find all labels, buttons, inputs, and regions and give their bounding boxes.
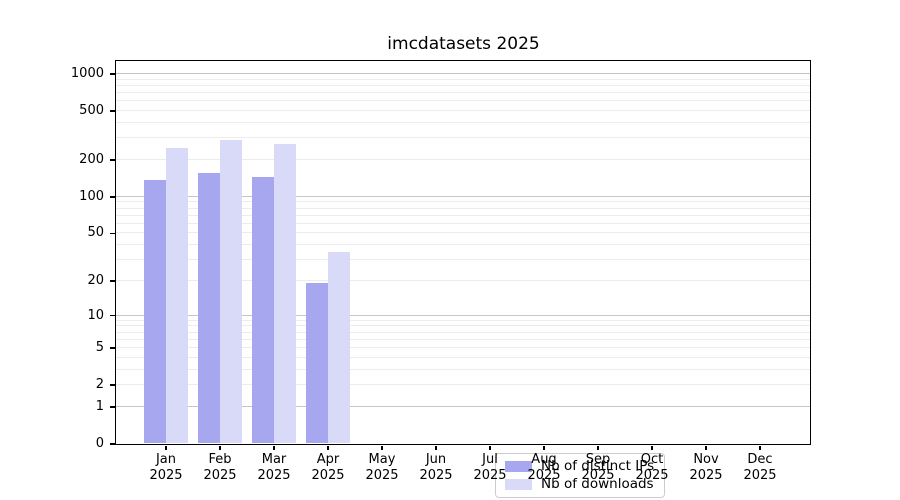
- y-axis-tick-label: 100: [79, 188, 104, 204]
- x-axis-tick-label: Feb 2025: [203, 452, 237, 483]
- x-axis-tick-mark: [543, 445, 545, 450]
- bar-nb-of-downloads-feb: [219, 139, 242, 444]
- legend-item: Nb of distinct IPs: [505, 458, 655, 474]
- x-axis-tick-label: Sep 2025: [581, 452, 615, 483]
- x-axis-tick-label: May 2025: [365, 452, 399, 483]
- x-axis-tick-mark: [165, 445, 167, 450]
- y-axis-tick-label: 10: [87, 307, 104, 323]
- gridline-minor: [116, 331, 810, 333]
- y-axis-tick-mark: [109, 159, 116, 161]
- y-axis-tick-mark: [109, 443, 116, 445]
- gridline-minor: [116, 214, 810, 216]
- y-axis-tick-label: 0: [95, 436, 104, 451]
- gridline-minor: [116, 232, 810, 234]
- y-axis-tick-label: 500: [79, 103, 104, 119]
- y-axis-tick-mark: [109, 314, 116, 317]
- gridline-major: [116, 195, 810, 197]
- x-axis-tick-label: Jun 2025: [419, 452, 453, 483]
- gridline-minor: [116, 201, 810, 203]
- bar-nb-of-downloads-mar: [273, 144, 296, 444]
- gridline-minor: [116, 347, 810, 349]
- x-axis-tick-mark: [651, 445, 653, 450]
- x-axis-tick-label: Dec 2025: [743, 452, 777, 483]
- y-axis-tick-mark: [109, 347, 116, 349]
- y-axis-tick-label: 5: [95, 340, 104, 356]
- y-axis-tick-label: 200: [79, 151, 104, 167]
- y-axis-tick-label: 50: [87, 225, 104, 241]
- y-axis-tick-label: 1000: [70, 66, 104, 81]
- x-axis-tick-mark: [327, 445, 329, 450]
- y-axis-tick-label: 2: [95, 377, 104, 393]
- y-axis-tick-mark: [109, 232, 116, 235]
- gridline-minor: [116, 110, 810, 112]
- bar-nb-of-downloads-apr: [327, 251, 350, 444]
- bar-nb-of-distinct-ips-jan: [143, 179, 166, 444]
- gridline-major: [116, 73, 810, 74]
- x-axis-tick-label: Nov 2025: [689, 452, 723, 483]
- y-axis-tick-mark: [109, 280, 116, 282]
- gridline-minor: [116, 207, 810, 209]
- x-axis-tick-label: Mar 2025: [257, 452, 291, 483]
- gridline-minor: [116, 356, 810, 358]
- gridline-minor: [116, 92, 810, 94]
- legend-label: Nb of downloads: [541, 476, 654, 492]
- gridline-minor: [116, 368, 810, 370]
- x-axis-tick-mark: [219, 445, 221, 450]
- gridline-minor: [116, 158, 810, 160]
- chart-title: imcdatasets 2025: [387, 34, 540, 54]
- x-axis-tick-mark: [759, 445, 761, 450]
- gridline-major: [116, 405, 810, 407]
- gridline-minor: [116, 279, 810, 281]
- x-axis-tick-label: Jan 2025: [149, 452, 183, 483]
- plot-area: Nb of distinct IPs Nb of downloads: [115, 59, 811, 498]
- x-axis-tick-mark: [597, 445, 599, 450]
- y-axis-tick-mark: [109, 73, 116, 75]
- y-axis-tick-mark: [109, 196, 116, 198]
- gridline-minor: [116, 338, 810, 340]
- gridline-minor: [116, 259, 810, 261]
- gridline-minor: [116, 384, 810, 386]
- gridline-minor: [116, 78, 810, 80]
- legend-swatch: [505, 460, 532, 472]
- gridline-minor: [116, 222, 810, 224]
- gridline-minor: [116, 319, 810, 321]
- gridline-minor: [116, 325, 810, 327]
- legend-item: Nb of downloads: [505, 476, 654, 492]
- y-axis-tick-mark: [109, 384, 116, 386]
- x-axis-tick-label: Aug 2025: [527, 452, 561, 483]
- y-axis-tick-label: 20: [87, 272, 104, 288]
- x-axis-tick-mark: [381, 445, 383, 450]
- gridline-minor: [116, 244, 810, 246]
- legend-label: Nb of distinct IPs: [541, 458, 655, 474]
- gridline-minor: [116, 84, 810, 86]
- bar-nb-of-distinct-ips-feb: [197, 173, 220, 444]
- legend: Nb of distinct IPs Nb of downloads: [495, 452, 666, 498]
- x-axis-tick-label: Oct 2025: [635, 452, 669, 483]
- y-axis-tick-mark: [109, 110, 116, 112]
- x-axis-tick-mark: [273, 445, 275, 450]
- gridline-minor: [116, 100, 810, 102]
- bar-nb-of-downloads-jan: [165, 147, 188, 444]
- x-axis-tick-mark: [705, 445, 707, 450]
- gridline-major: [116, 314, 810, 316]
- bar-nb-of-distinct-ips-apr: [305, 283, 328, 444]
- x-axis-tick-label: Apr 2025: [311, 452, 345, 483]
- x-axis-tick-mark: [489, 445, 491, 450]
- bar-nb-of-distinct-ips-mar: [251, 177, 274, 444]
- x-axis-tick-mark: [435, 445, 437, 450]
- legend-swatch: [505, 478, 532, 490]
- y-axis-tick-mark: [109, 406, 116, 408]
- gridline-minor: [116, 137, 810, 139]
- y-axis-tick-label: 1: [95, 398, 104, 414]
- x-axis-tick-label: Jul 2025: [473, 452, 507, 483]
- gridline-minor: [116, 121, 810, 123]
